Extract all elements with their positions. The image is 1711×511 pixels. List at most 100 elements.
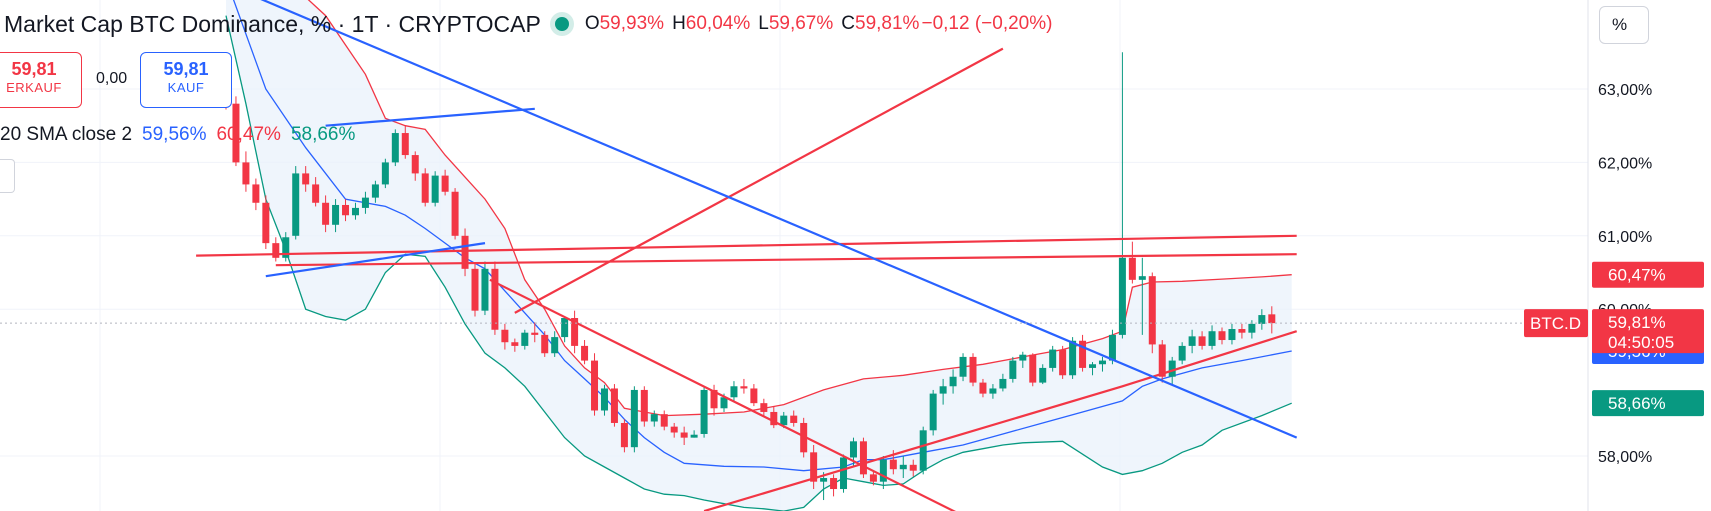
candle-body bbox=[242, 162, 250, 185]
candle-body bbox=[491, 268, 499, 330]
candle-body bbox=[411, 155, 419, 174]
candle-body bbox=[361, 197, 369, 208]
indicator-legend[interactable]: 20 SMA close 2 59,56% 60,47% 58,66% bbox=[0, 124, 355, 146]
price-axis-label: 58,00% bbox=[1598, 449, 1652, 466]
candle-body bbox=[431, 175, 439, 203]
candle-body bbox=[780, 415, 788, 426]
candle-body bbox=[1218, 331, 1226, 341]
buy-price: 59,81 bbox=[163, 59, 209, 79]
candle-body bbox=[531, 332, 539, 335]
symbol-tag-bg bbox=[1524, 309, 1588, 338]
candle-body bbox=[1009, 360, 1017, 379]
candle-body bbox=[1098, 360, 1106, 365]
candle-body bbox=[1079, 340, 1087, 368]
candle-body bbox=[571, 318, 579, 346]
candle-body bbox=[620, 422, 628, 448]
candle-body bbox=[899, 464, 907, 470]
candle-body bbox=[551, 337, 559, 354]
candle-body bbox=[1188, 336, 1196, 346]
blue-trendline bbox=[325, 107, 535, 127]
candle-body bbox=[282, 237, 290, 258]
spread-value: 0,00 bbox=[96, 70, 128, 87]
candle-body bbox=[670, 426, 678, 433]
market-status-dot-icon bbox=[554, 17, 569, 31]
ohlc-low: L59,67% bbox=[758, 13, 834, 34]
candle-body bbox=[939, 386, 947, 394]
collapse-legend-toggle[interactable] bbox=[0, 159, 15, 193]
candle-body bbox=[232, 103, 240, 163]
candle-body bbox=[381, 162, 389, 185]
candle-body bbox=[770, 411, 778, 426]
price-axis-label: 63,00% bbox=[1598, 82, 1652, 99]
candle-body bbox=[1178, 345, 1186, 361]
candle-body bbox=[710, 389, 718, 409]
candle-body bbox=[451, 191, 459, 236]
candle-body bbox=[521, 332, 529, 346]
indicator-name: 20 SMA close 2 bbox=[0, 124, 133, 145]
red-trendline bbox=[196, 234, 1297, 257]
price-axis-label: 61,00% bbox=[1598, 229, 1652, 246]
candle-body bbox=[1148, 276, 1156, 345]
candle-body bbox=[959, 356, 967, 377]
ohlc-open: O59,93% bbox=[584, 13, 665, 34]
ohlc-close: C59,81% −0,12 (−0,20%) bbox=[841, 13, 1053, 34]
candle-body bbox=[849, 441, 857, 458]
candle-body bbox=[979, 382, 987, 394]
candle-body bbox=[790, 415, 798, 423]
candle-body bbox=[1118, 257, 1126, 335]
candle-body bbox=[820, 478, 828, 482]
indicator-lower-value: 58,66% bbox=[290, 124, 356, 145]
candle-body bbox=[600, 388, 608, 411]
percent-scale-button[interactable]: % bbox=[1599, 6, 1649, 44]
candle-body bbox=[401, 133, 409, 156]
candle-body bbox=[810, 452, 818, 482]
ohlc-high: H60,04% bbox=[672, 13, 751, 34]
symbol-title[interactable]: Market Cap BTC Dominance, % · 1T · CRYPT… bbox=[4, 10, 541, 37]
candle-body bbox=[1248, 323, 1256, 333]
bollinger-basis-line bbox=[232, 0, 1292, 472]
upper-band-tag-bg bbox=[1592, 261, 1704, 288]
candle-body bbox=[650, 414, 658, 422]
candle-body bbox=[591, 360, 599, 411]
candle-body bbox=[252, 184, 260, 203]
candle-body bbox=[1069, 340, 1077, 376]
candle-body bbox=[919, 430, 927, 471]
candle-body bbox=[511, 342, 519, 346]
red-trendline bbox=[489, 278, 956, 511]
blue-trendline bbox=[260, 0, 1298, 439]
candle-body bbox=[700, 389, 708, 434]
upper-band-tag-label: 60,47% bbox=[1608, 266, 1666, 285]
indicator-upper-value: 60,47% bbox=[216, 124, 281, 145]
candle-body bbox=[1258, 315, 1266, 324]
sell-button[interactable]: 59,81 ERKAUF bbox=[0, 52, 82, 108]
candle-body bbox=[441, 175, 449, 192]
candle-body bbox=[561, 318, 569, 338]
blue-trendline bbox=[265, 242, 486, 278]
candle-body bbox=[730, 386, 738, 398]
candle-body bbox=[541, 334, 549, 354]
candle-body bbox=[830, 478, 838, 490]
candle-body bbox=[1208, 331, 1216, 346]
red-trendline bbox=[275, 253, 1297, 267]
candle-body bbox=[342, 204, 350, 216]
candle-body bbox=[1228, 329, 1236, 341]
candle-body bbox=[471, 268, 479, 311]
sell-price: 59,81 bbox=[11, 59, 57, 79]
red-trendline bbox=[703, 330, 1298, 511]
candle-body bbox=[371, 184, 379, 198]
buy-button[interactable]: 59,81 KAUF bbox=[140, 52, 232, 108]
indicator-basis-value: 59,56% bbox=[142, 124, 207, 145]
candle-body bbox=[351, 207, 359, 216]
candle-body bbox=[1158, 344, 1166, 377]
chart-header: Market Cap BTC Dominance, % · 1T · CRYPT… bbox=[0, 6, 1060, 42]
candle-body bbox=[461, 235, 469, 269]
candle-body bbox=[272, 243, 280, 258]
candle-body bbox=[660, 414, 668, 427]
candle-body bbox=[581, 345, 589, 361]
candle-body bbox=[720, 397, 728, 409]
candle-body bbox=[1128, 257, 1136, 280]
candle-body bbox=[640, 389, 648, 422]
candle-body bbox=[889, 459, 897, 470]
candle-body bbox=[869, 474, 877, 482]
